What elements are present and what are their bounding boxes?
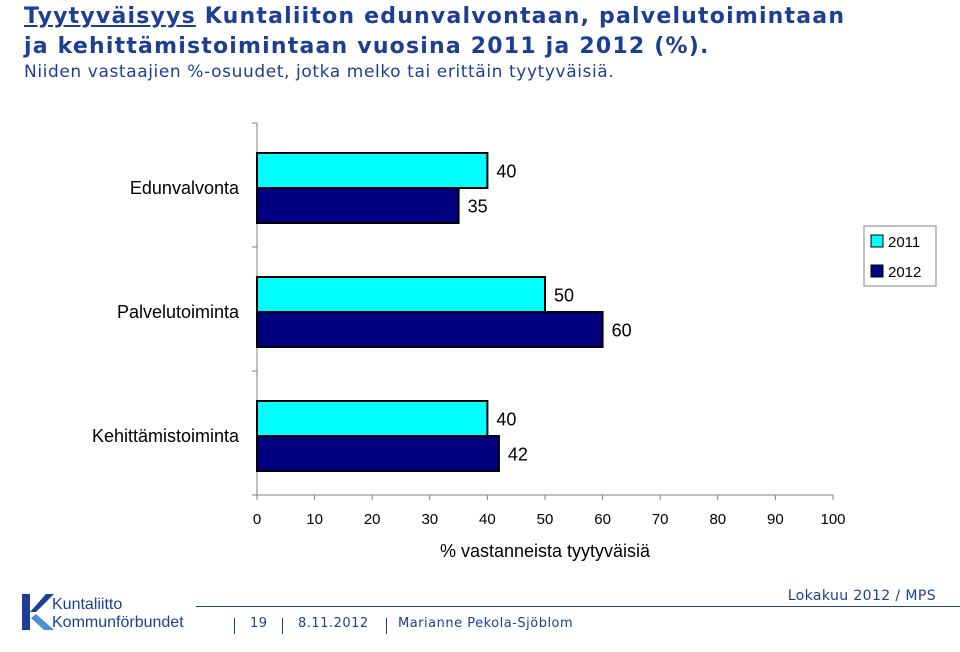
category-label: Edunvalvonta [130,178,240,198]
x-tick-label: 70 [652,511,669,528]
category-label: Kehittämistoiminta [92,426,240,446]
x-tick-label: 90 [767,511,784,528]
x-tick-label: 30 [421,511,438,528]
category-label: Palvelutoiminta [117,302,240,322]
data-label: 35 [468,197,488,217]
footer-page-number: 19 [250,616,268,631]
bar-2011 [256,400,489,437]
bar-2011 [256,276,546,313]
kuntaliitto-logo-icon [22,594,54,630]
x-tick-label: 60 [594,511,611,528]
slide-title: Tyytyväisyys Kuntaliiton edunvalvontaan,… [24,2,944,62]
bar-2012 [256,311,604,348]
x-tick-label: 20 [364,511,381,528]
bar-2012 [256,435,500,472]
slide-subtitle: Niiden vastaajien %-osuudet, jotka melko… [24,62,615,82]
x-tick-label: 10 [306,511,323,528]
logo-line-2: Kommunförbundet [52,614,184,631]
footer-separator [282,618,283,634]
footer-separator [386,618,387,634]
x-tick-label: 80 [709,511,726,528]
title-line-2: ja kehittämistoimintaan vuosina 2011 ja … [24,34,710,59]
logo-line-1: Kuntaliitto [52,596,123,613]
bar-chart: 0 10 20 30 40 50 60 70 80 90 100 Edunvalvonta 40 35 Pa… [92,122,937,561]
x-tick-label: 100 [820,511,845,528]
footer-date-right: Lokakuu 2012 / MPS [787,588,936,604]
x-axis-label: % vastanneista tyytyväisiä [440,541,651,561]
legend-swatch-2011 [870,234,884,248]
footer-author: Marianne Pekola-Sjöblom [398,616,574,631]
bar-2012 [256,187,460,224]
legend-label: 2011 [888,234,920,251]
data-label: 40 [496,162,516,182]
footer-separator [234,618,235,634]
data-label: 50 [554,286,574,306]
data-label: 60 [612,321,632,341]
data-label: 42 [508,445,528,465]
x-tick-label: 50 [537,511,554,528]
legend-swatch-2012 [870,264,884,278]
x-tick-label: 40 [479,511,496,528]
x-tick-label: 0 [253,511,261,528]
title-underlined: Tyytyväisyys [24,4,196,29]
legend-label: 2012 [888,264,921,281]
footer-divider [196,606,960,607]
logo-text: Kuntaliitto Kommunförbundet [52,596,184,632]
title-rest: Kuntaliiton edunvalvontaan, palvelutoimi… [195,4,846,29]
footer-date: 8.11.2012 [298,616,369,631]
bar-2011 [256,152,489,189]
data-label: 40 [496,410,516,430]
